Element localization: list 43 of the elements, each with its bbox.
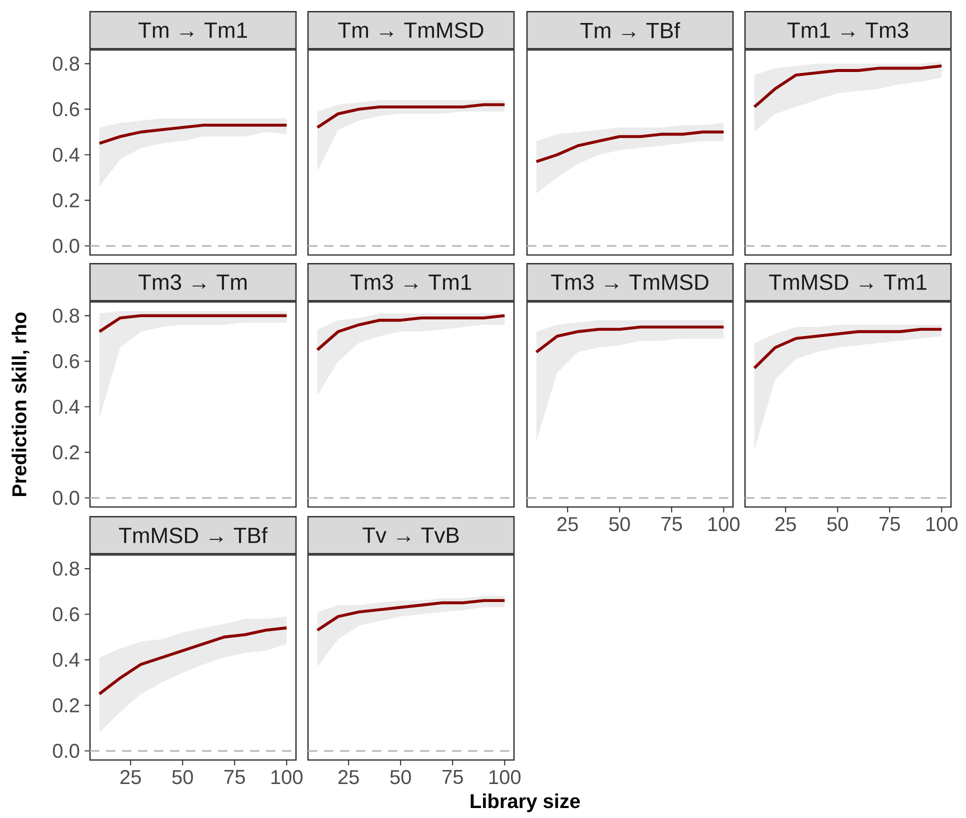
chart-title: Tm3 → Tm1 [350,274,472,290]
chart-title: Tm3 → TmMSD [551,274,708,290]
x-axis-title: Library size [470,794,580,812]
chart-title: Tm3 → Tm [138,274,247,290]
x-tick-label: 50 [827,517,848,532]
y-tick-label: 0.6 [52,102,80,116]
x-tick-label: 75 [880,517,900,531]
y-tick-label: 0.4 [52,652,80,667]
chart-title: Tm → TBf [580,22,680,38]
x-tick-label: 50 [390,770,411,784]
y-tick-label: 0.6 [52,607,80,622]
chart-title: Tm → Tm1 [138,22,247,38]
x-tick-label: 25 [775,517,796,532]
chart-title: Tm → TmMSD [338,22,484,38]
chart-title: Tm1 → Tm3 [787,22,908,38]
x-tick-label: 100 [708,517,740,532]
x-tick-label: 25 [338,770,359,784]
y-tick-label: 0.8 [52,56,80,71]
x-tick-label: 75 [662,517,682,531]
x-tick-label: 100 [271,770,303,784]
y-tick-label: 0.0 [52,744,80,758]
y-tick-label: 0.2 [52,193,79,208]
y-tick-label: 0.4 [52,148,80,162]
x-tick-label: 75 [224,770,245,784]
x-tick-label: 100 [926,517,958,532]
y-tick-label: 0.8 [52,562,80,576]
chart-title: Tv → TvB [362,528,459,543]
y-tick-label: 0.0 [52,238,80,253]
x-tick-label: 75 [442,770,463,784]
x-tick-label: 25 [557,517,578,532]
y-tick-label: 0.2 [52,698,79,712]
y-tick-label: 0.6 [52,354,80,368]
y-tick-label: 0.4 [52,400,80,414]
y-axis-title: Prediction skill, rho [12,312,30,496]
chart-title: TmMSD → Tm1 [769,274,926,290]
x-tick-label: 100 [489,770,521,784]
x-tick-label: 25 [120,770,141,784]
x-tick-label: 50 [172,770,193,784]
y-tick-label: 0.8 [52,308,80,323]
y-tick-label: 0.0 [52,490,80,505]
x-tick-label: 50 [609,517,630,532]
y-tick-label: 0.2 [52,445,79,460]
chart-title: TmMSD → TBf [118,527,268,544]
